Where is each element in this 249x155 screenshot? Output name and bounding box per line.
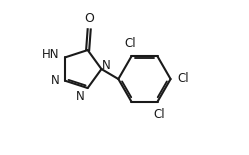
Text: Cl: Cl	[153, 108, 165, 121]
Text: N: N	[76, 90, 85, 103]
Text: HN: HN	[42, 48, 59, 61]
Text: N: N	[51, 73, 59, 86]
Text: N: N	[102, 60, 111, 73]
Text: O: O	[84, 13, 94, 25]
Text: Cl: Cl	[178, 72, 189, 85]
Text: Cl: Cl	[125, 37, 136, 50]
